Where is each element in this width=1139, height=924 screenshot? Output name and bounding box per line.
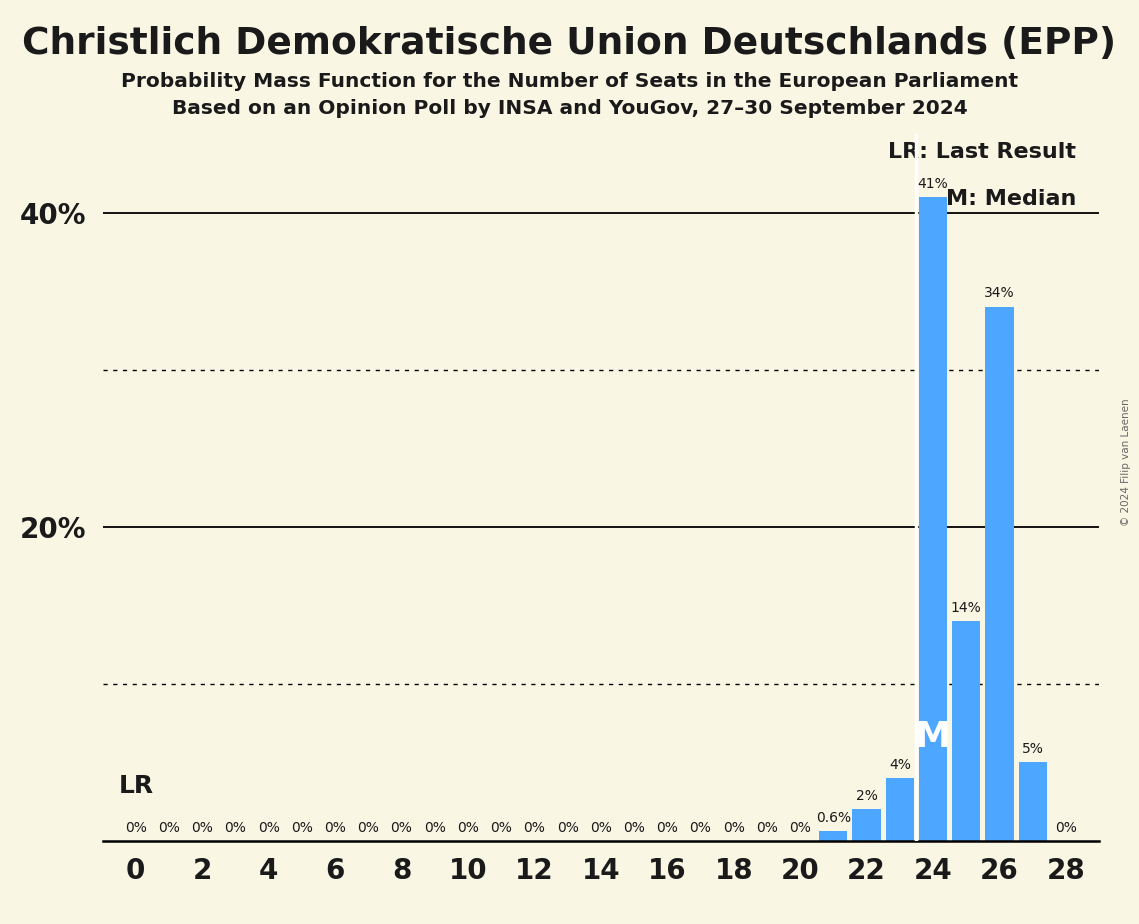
Text: 0%: 0%: [424, 821, 445, 834]
Text: 0%: 0%: [290, 821, 313, 834]
Text: 14%: 14%: [951, 601, 982, 614]
Text: LR: LR: [120, 774, 154, 797]
Bar: [985, 307, 1014, 841]
Text: Based on an Opinion Poll by INSA and YouGov, 27–30 September 2024: Based on an Opinion Poll by INSA and You…: [172, 99, 967, 118]
Text: 34%: 34%: [984, 286, 1015, 300]
Text: 0%: 0%: [557, 821, 579, 834]
Text: 0%: 0%: [224, 821, 246, 834]
Text: 0%: 0%: [1055, 821, 1076, 834]
Text: Christlich Demokratische Union Deutschlands (EPP): Christlich Demokratische Union Deutschla…: [23, 26, 1116, 62]
Text: 0%: 0%: [325, 821, 346, 834]
Text: 0%: 0%: [358, 821, 379, 834]
Bar: [952, 621, 981, 841]
Text: 0%: 0%: [191, 821, 213, 834]
Text: 0%: 0%: [689, 821, 712, 834]
Text: 0%: 0%: [257, 821, 279, 834]
Text: M: M: [915, 721, 951, 754]
Text: 0%: 0%: [656, 821, 678, 834]
Text: 5%: 5%: [1022, 742, 1043, 756]
Text: 4%: 4%: [888, 758, 911, 772]
Text: 0%: 0%: [125, 821, 147, 834]
Text: 0%: 0%: [158, 821, 180, 834]
Text: 0%: 0%: [789, 821, 811, 834]
Text: 2%: 2%: [855, 789, 877, 803]
Text: 0.6%: 0.6%: [816, 811, 851, 825]
Text: © 2024 Filip van Laenen: © 2024 Filip van Laenen: [1121, 398, 1131, 526]
Bar: [919, 197, 948, 841]
Text: 0%: 0%: [524, 821, 546, 834]
Text: 0%: 0%: [623, 821, 645, 834]
Text: Probability Mass Function for the Number of Seats in the European Parliament: Probability Mass Function for the Number…: [121, 72, 1018, 91]
Bar: [819, 832, 847, 841]
Text: 41%: 41%: [918, 176, 949, 190]
Bar: [1018, 762, 1047, 841]
Text: 0%: 0%: [723, 821, 745, 834]
Text: 0%: 0%: [457, 821, 478, 834]
Bar: [852, 809, 880, 841]
Text: 0%: 0%: [756, 821, 778, 834]
Text: 0%: 0%: [391, 821, 412, 834]
Text: LR: Last Result: LR: Last Result: [888, 142, 1076, 162]
Bar: [886, 778, 913, 841]
Text: 0%: 0%: [590, 821, 612, 834]
Text: M: Median: M: Median: [945, 189, 1076, 209]
Text: 0%: 0%: [490, 821, 513, 834]
